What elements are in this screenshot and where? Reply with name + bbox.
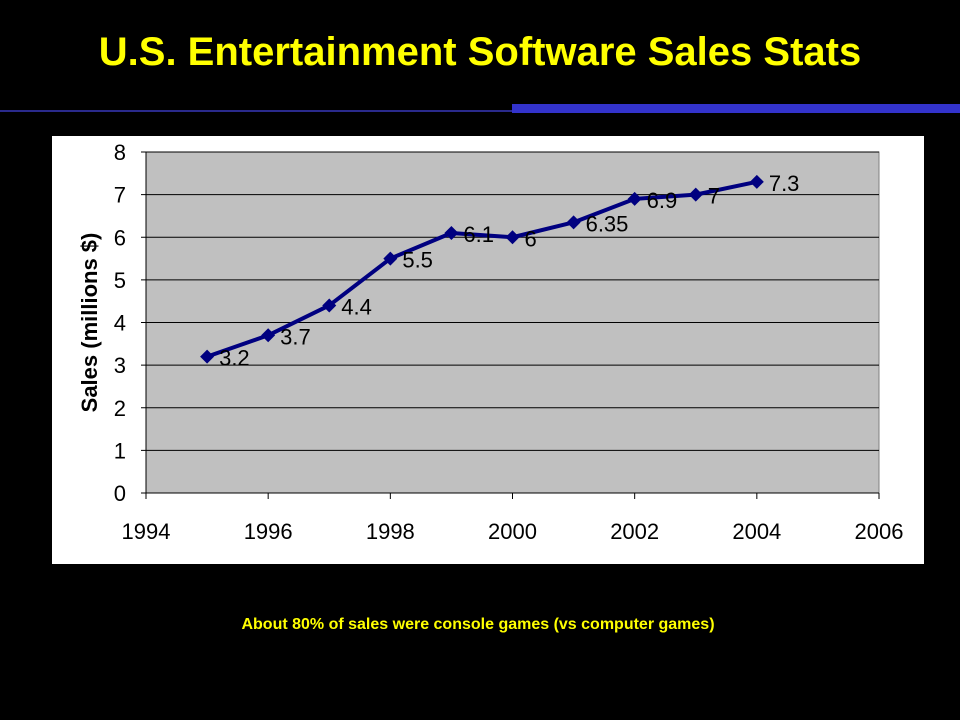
y-tick-label: 3 (114, 353, 126, 378)
x-tick-label: 2000 (488, 519, 537, 544)
title-accent-bar (512, 104, 960, 113)
data-label: 6.35 (586, 211, 629, 236)
footnote: About 80% of sales were console games (v… (241, 616, 715, 633)
sales-line-chart: 0 1 2 3 4 5 6 7 8 1994 1996 1998 2000 2002 2004 2006 Sal… (77, 140, 904, 544)
y-tick-label: 7 (114, 183, 126, 208)
data-label: 6 (525, 226, 537, 251)
data-label: 3.2 (219, 346, 250, 371)
x-tick-label: 2004 (732, 519, 781, 544)
data-point-marker (688, 187, 703, 202)
x-tick-label: 1998 (366, 519, 415, 544)
data-label: 6.9 (647, 188, 678, 213)
data-point-marker (627, 191, 642, 206)
x-tick-label: 2002 (610, 519, 659, 544)
y-axis-title: Sales (millions $) (77, 233, 102, 413)
data-point-marker (322, 298, 337, 313)
x-tick-label: 2006 (855, 519, 904, 544)
title-divider-line (0, 110, 512, 112)
data-label: 5.5 (402, 248, 433, 273)
series-line (206, 179, 758, 359)
data-label: 3.7 (280, 324, 311, 349)
y-tick-label: 2 (114, 396, 126, 421)
chart-panel: 0 1 2 3 4 5 6 7 8 1994 1996 1998 2000 2002 2004 2006 Sal… (52, 136, 924, 564)
slide-title: U.S. Entertainment Software Sales Stats (98, 30, 862, 74)
y-tick-label: 4 (114, 311, 126, 336)
data-point-marker (383, 251, 398, 266)
y-tick-label: 1 (114, 438, 126, 463)
y-tick-label: 0 (114, 481, 126, 506)
data-label: 7 (708, 184, 720, 209)
x-tick-label: 1994 (122, 519, 171, 544)
data-label: 4.4 (341, 294, 372, 319)
data-label: 7.3 (769, 171, 800, 196)
y-tick-label: 5 (114, 268, 126, 293)
y-tick-label: 6 (114, 225, 126, 250)
data-point-marker (444, 225, 459, 240)
data-point-marker (200, 349, 215, 364)
y-tick-label: 8 (114, 140, 126, 165)
data-label: 6.1 (463, 222, 494, 247)
x-tick-label: 1996 (244, 519, 293, 544)
data-point-marker (261, 328, 276, 343)
data-point-marker (566, 215, 581, 230)
data-point-marker (749, 174, 764, 189)
data-point-marker (505, 230, 520, 245)
